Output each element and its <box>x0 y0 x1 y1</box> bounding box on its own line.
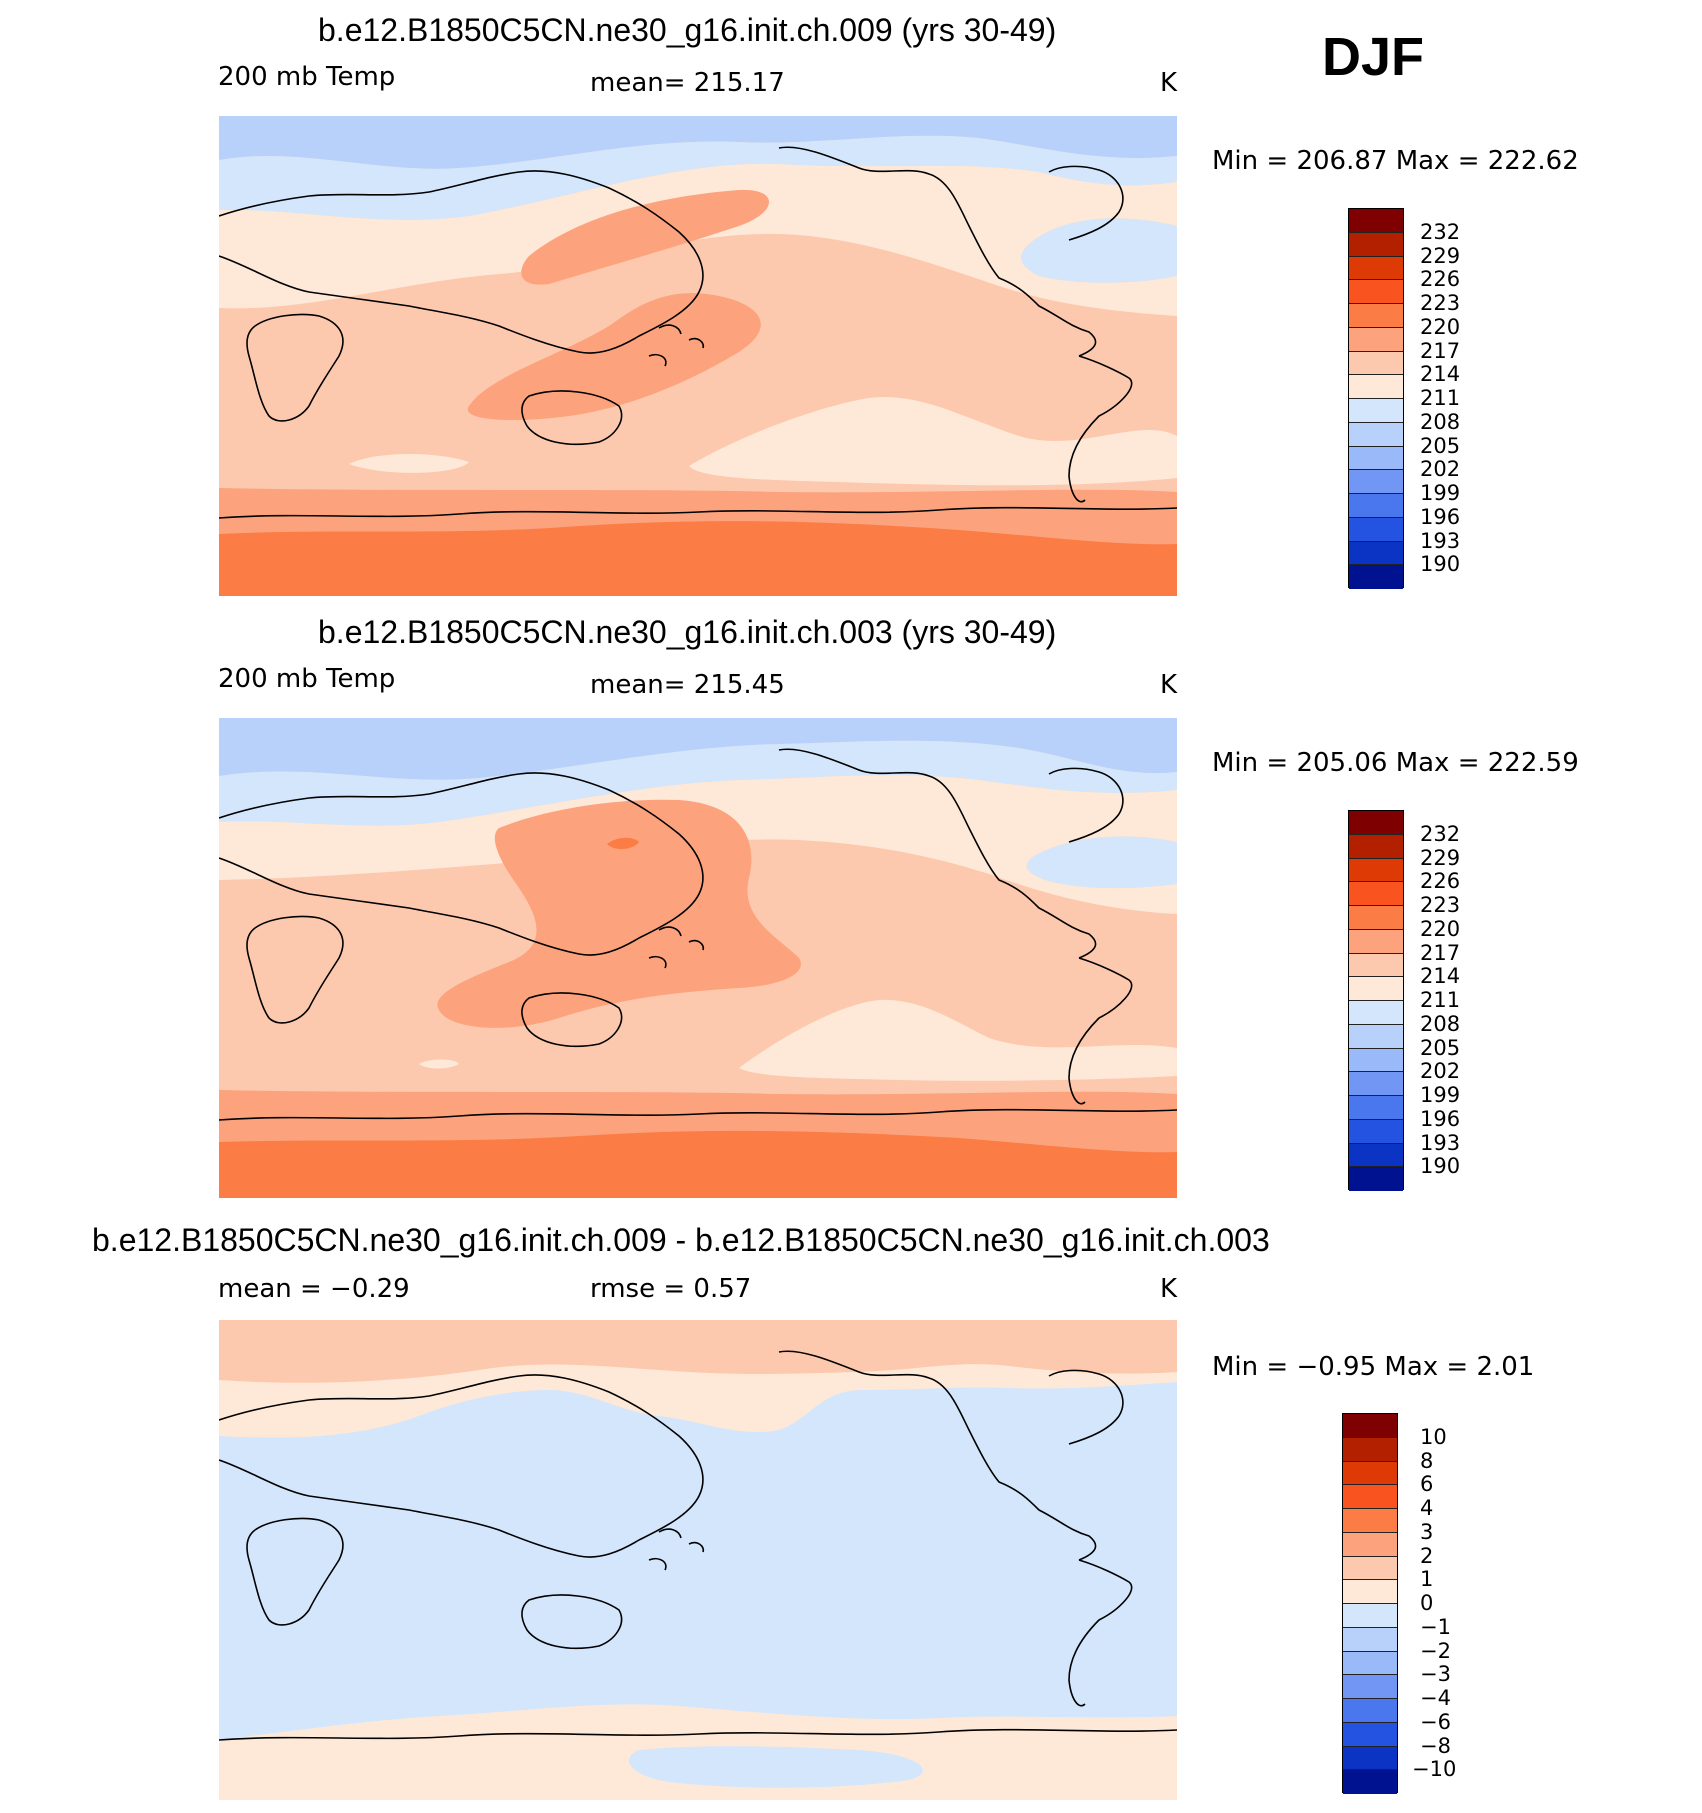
panel-3-title: b.e12.B1850C5CN.ne30_g16.init.ch.009 - b… <box>92 1222 1270 1258</box>
panel-1-tropics-warm <box>467 293 761 421</box>
colorbar-tick: 211 <box>1420 988 1461 1012</box>
colorbar-tick: −2 <box>1420 1639 1451 1663</box>
panel-1-atlantic-cool <box>1021 218 1177 283</box>
panel-2-mid-light <box>219 775 1177 914</box>
colorbar-tick: 190 <box>1420 1154 1461 1178</box>
panel-2-minmax-label: Min = 205.06 Max = 222.59 <box>1212 748 1579 778</box>
colorbar-tick: −8 <box>1420 1734 1451 1758</box>
colorbar-tick: 202 <box>1420 457 1461 481</box>
colorbar-tick: −3 <box>1420 1662 1451 1686</box>
colorbar-tick: 193 <box>1420 529 1461 553</box>
colorbar-tick: 214 <box>1420 964 1461 988</box>
panel-2-units-label: K <box>1160 670 1178 700</box>
colorbar-tick: 196 <box>1420 1107 1461 1131</box>
panel-2-title: b.e12.B1850C5CN.ne30_g16.init.ch.003 (yr… <box>318 614 1057 650</box>
panel-1-antarctic-warmer <box>219 521 1177 596</box>
colorbar-tick: 6 <box>1420 1472 1434 1496</box>
panel-3-mean-label: mean = −0.29 <box>218 1274 410 1304</box>
colorbar-tick: 232 <box>1420 822 1461 846</box>
panel-2-map <box>219 718 1177 1198</box>
colorbar-tick: 193 <box>1420 1131 1461 1155</box>
panel-2-atlantic-cool <box>1026 836 1177 889</box>
panel-1-colorbar <box>1348 208 1404 589</box>
colorbar-tick: 3 <box>1420 1520 1434 1544</box>
colorbar-tick: 208 <box>1420 410 1461 434</box>
panel-2-subarctic-cool <box>219 740 1177 826</box>
colorbar-tick: 199 <box>1420 1083 1461 1107</box>
colorbar-tick: −10 <box>1412 1757 1457 1781</box>
colorbar-tick: 220 <box>1420 917 1461 941</box>
colorbar-tick: 4 <box>1420 1496 1434 1520</box>
panel-1-mean-label: mean= 215.17 <box>590 68 785 98</box>
panel-2-antarctic-warmer <box>219 1130 1177 1198</box>
panel-1-map <box>219 116 1177 596</box>
colorbar-tick: 223 <box>1420 291 1461 315</box>
colorbar-tick: −1 <box>1420 1615 1451 1639</box>
colorbar-tick: 10 <box>1420 1425 1447 1449</box>
colorbar-tick: 1 <box>1420 1567 1434 1591</box>
season-label: DJF <box>1322 27 1425 87</box>
colorbar-tick: 190 <box>1420 552 1461 576</box>
panel-3-nh-positive <box>219 1320 1177 1383</box>
panel-3-antarctic-negative <box>629 1746 923 1788</box>
colorbar-tick: −4 <box>1420 1686 1451 1710</box>
panel-2-kuroshio-warmer <box>607 837 639 850</box>
panel-3-units-label: K <box>1160 1274 1178 1304</box>
colorbar-tick: 208 <box>1420 1012 1461 1036</box>
colorbar-tick: 205 <box>1420 434 1461 458</box>
panel-1-subarctic-cool <box>219 135 1177 220</box>
panel-2-sh-light-pacific <box>739 999 1177 1081</box>
colorbar-tick: 226 <box>1420 869 1461 893</box>
colorbar-tick: 226 <box>1420 267 1461 291</box>
colorbar-tick: 196 <box>1420 505 1461 529</box>
colorbar-tick: 229 <box>1420 846 1461 870</box>
colorbar-tick: 0 <box>1420 1591 1434 1615</box>
colorbar-tick: 232 <box>1420 220 1461 244</box>
colorbar-tick: 211 <box>1420 386 1461 410</box>
panel-1-nw-pacific-warm <box>521 189 769 285</box>
panel-2-west-pacific-warm <box>437 799 801 1028</box>
panel-2-variable-label: 200 mb Temp <box>218 664 396 694</box>
panel-3-rmse-label: rmse = 0.57 <box>590 1274 752 1304</box>
colorbar-tick: 2 <box>1420 1544 1434 1568</box>
panel-1-variable-label: 200 mb Temp <box>218 62 396 92</box>
panel-1-mid-light <box>219 163 1177 316</box>
colorbar-tick: 223 <box>1420 893 1461 917</box>
panel-1-arctic-cold <box>219 116 1177 169</box>
panel-1-sh-light-pacific <box>689 397 1177 486</box>
colorbar-tick: 205 <box>1420 1036 1461 1060</box>
panel-2-mean-label: mean= 215.45 <box>590 670 785 700</box>
colorbar-tick: 217 <box>1420 339 1461 363</box>
panel-3-map <box>219 1320 1177 1800</box>
colorbar-tick: 217 <box>1420 941 1461 965</box>
panel-2-colorbar <box>1348 810 1404 1191</box>
colorbar-tick: 8 <box>1420 1449 1434 1473</box>
panel-3-minmax-label: Min = −0.95 Max = 2.01 <box>1212 1352 1535 1382</box>
colorbar-tick: −6 <box>1420 1710 1451 1734</box>
panel-2-coastlines <box>219 748 1177 1121</box>
colorbar-tick: 220 <box>1420 315 1461 339</box>
colorbar-tick: 229 <box>1420 244 1461 268</box>
panel-1-sh-light-indian <box>349 454 469 473</box>
colorbar-tick: 199 <box>1420 481 1461 505</box>
panel-3-coastlines <box>219 1350 1177 1741</box>
panel-1-minmax-label: Min = 206.87 Max = 222.62 <box>1212 146 1579 176</box>
colorbar-tick: 202 <box>1420 1059 1461 1083</box>
panel-2-arctic-cold <box>219 718 1177 780</box>
panel-3-colorbar <box>1342 1413 1398 1794</box>
panel-1-units-label: K <box>1160 68 1178 98</box>
panel-2-sh-light-indian <box>419 1059 459 1069</box>
panel-1-title: b.e12.B1850C5CN.ne30_g16.init.ch.009 (yr… <box>318 12 1057 48</box>
panel-1-coastlines <box>219 146 1177 519</box>
colorbar-tick: 214 <box>1420 362 1461 386</box>
